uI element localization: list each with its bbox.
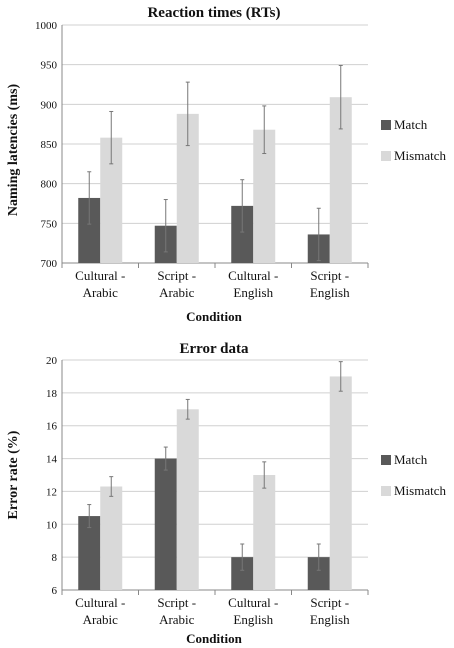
bar-match <box>154 458 177 590</box>
bar-match <box>231 205 254 263</box>
chart-title: Error data <box>179 341 249 357</box>
y-tick-label: 900 <box>41 99 58 111</box>
error-bar <box>262 105 267 155</box>
error-bar <box>316 207 321 262</box>
bar-mismatch <box>253 475 276 590</box>
y-axis-label: Naming latencies (ms) <box>6 84 21 217</box>
x-tick-label: Cultural - <box>75 595 125 610</box>
y-tick-label: 1000 <box>35 20 58 32</box>
error-bar <box>109 476 114 497</box>
x-tick-label: Cultural - <box>228 268 278 283</box>
bar-mismatch <box>329 376 352 590</box>
y-tick-label: 16 <box>46 421 58 433</box>
bar-mismatch <box>329 97 352 264</box>
error-bar <box>185 398 190 420</box>
error-bar <box>163 199 168 253</box>
x-tick-label: Script - <box>157 595 196 610</box>
legend: Match Mismatch <box>381 452 446 498</box>
bar-mismatch <box>176 113 199 263</box>
error-bar <box>316 543 321 571</box>
x-tick-label: Cultural - <box>228 595 278 610</box>
error-bar <box>185 81 190 147</box>
chart-title: Reaction times (RTs) <box>147 5 280 21</box>
y-tick-label: 20 <box>46 355 58 367</box>
x-tick-label: English <box>310 285 350 300</box>
legend-swatch <box>381 151 391 161</box>
x-tick-label: Arabic <box>83 285 119 300</box>
x-tick-label: English <box>233 285 273 300</box>
error-data-chart: Error data Error rate (%) Condition 6 8 10… <box>6 341 446 646</box>
x-tick-label: Arabic <box>159 285 195 300</box>
legend-swatch <box>381 120 391 130</box>
y-tick-label: 10 <box>46 519 58 531</box>
legend: Match Mismatch <box>381 117 446 163</box>
x-tick-label: Cultural - <box>75 268 125 283</box>
x-tick-label: Script - <box>310 268 349 283</box>
y-tick-label: 8 <box>52 552 58 564</box>
y-tick-label: 6 <box>52 585 58 597</box>
y-tick-label: 850 <box>41 139 58 151</box>
error-bar <box>338 64 343 130</box>
legend-label: Mismatch <box>394 483 446 498</box>
legend-label: Match <box>394 452 428 467</box>
bar-match <box>78 516 101 590</box>
error-bar <box>240 179 245 233</box>
x-tick-label: Script - <box>310 595 349 610</box>
bar-mismatch <box>100 137 123 263</box>
x-tick-label: Arabic <box>159 612 195 627</box>
bar-match <box>307 557 330 590</box>
legend-label: Mismatch <box>394 148 446 163</box>
error-bar <box>338 361 343 392</box>
legend-label: Match <box>394 117 428 132</box>
y-tick-label: 800 <box>41 179 58 191</box>
error-bar <box>87 504 92 529</box>
x-axis-label: Condition <box>186 631 242 646</box>
bar-match <box>78 197 101 263</box>
legend-swatch <box>381 455 391 465</box>
reaction-times-chart: Reaction times (RTs) Naming latencies (m… <box>6 5 446 324</box>
error-bar <box>240 543 245 571</box>
y-tick-label: 12 <box>46 486 57 498</box>
bar-mismatch <box>176 409 199 590</box>
y-tick-label: 700 <box>41 258 58 270</box>
y-tick-label: 950 <box>41 60 58 72</box>
legend-swatch <box>381 486 391 496</box>
bar-match <box>231 557 254 590</box>
x-tick-label: Arabic <box>83 612 119 627</box>
y-tick-label: 14 <box>46 454 58 466</box>
y-tick-label: 750 <box>41 218 58 230</box>
x-tick-label: Script - <box>157 268 196 283</box>
x-tick-label: English <box>233 612 273 627</box>
bar-mismatch <box>253 129 276 263</box>
x-tick-label: English <box>310 612 350 627</box>
y-tick-label: 18 <box>46 388 58 400</box>
bar-mismatch <box>100 486 123 590</box>
error-bar <box>163 446 168 471</box>
error-bar <box>109 110 114 165</box>
y-axis-label: Error rate (%) <box>6 430 21 519</box>
error-bar <box>87 171 92 225</box>
error-bar <box>262 461 267 489</box>
x-axis-label: Condition <box>186 309 242 324</box>
